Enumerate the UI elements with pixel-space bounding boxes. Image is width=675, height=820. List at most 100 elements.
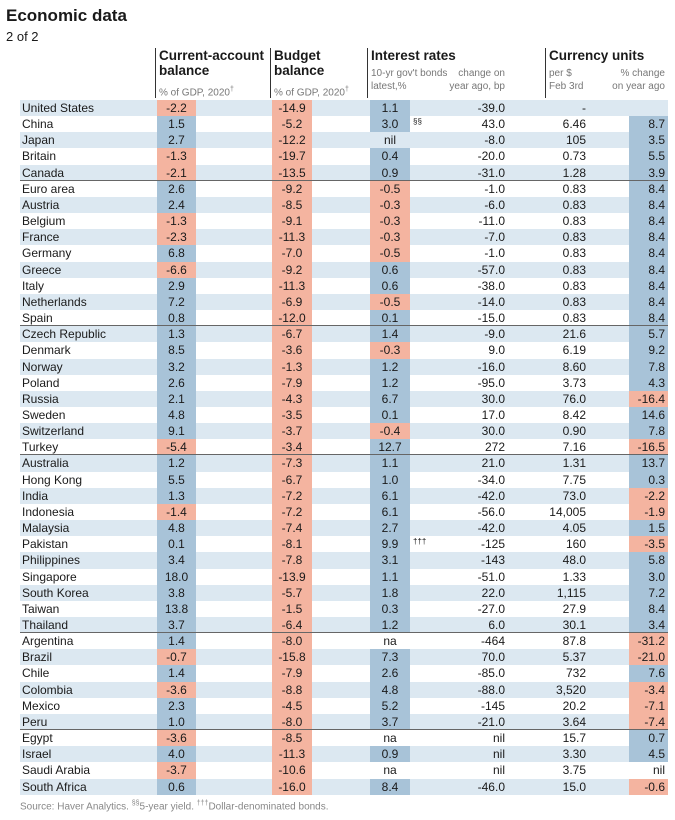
currency-change-cell: 5.5: [629, 148, 668, 165]
currency-per-dollar-cell: 0.83: [562, 294, 586, 309]
subheader-text: Feb 3rd: [549, 81, 584, 92]
currency-per-dollar-cell: 30.1: [562, 618, 586, 632]
interest-change-cell: 22.0: [481, 585, 505, 600]
budget-cell: -8.5: [272, 196, 312, 214]
interest-change-cell: -42.0: [477, 521, 505, 536]
interest-latest-cell: -0.3: [370, 196, 410, 214]
table-row: Hong Kong 5.5 -6.7 1.0 -34.0 7.75 0.3: [20, 471, 668, 488]
country-cell: Germany: [22, 246, 72, 261]
current-account-cell: 2.4: [157, 196, 196, 214]
interest-change-cell: -57.0: [477, 262, 505, 277]
budget-cell: -12.0: [272, 310, 312, 326]
currency-change-cell: 0.3: [629, 471, 668, 488]
currency-per-dollar-cell: 20.2: [562, 698, 586, 713]
country-cell: Sweden: [22, 407, 66, 422]
interest-change-cell: nil: [492, 731, 505, 746]
interest-change-cell: nil: [492, 747, 505, 762]
currency-change-cell: 0.7: [629, 730, 668, 747]
current-account-cell: 0.8: [157, 310, 196, 326]
currency-change-cell: 3.5: [629, 132, 668, 149]
country-cell: Russia: [22, 391, 59, 406]
subheader-text: % change: [620, 68, 665, 79]
country-cell: Argentina: [22, 634, 74, 649]
budget-cell: -11.3: [272, 277, 312, 294]
current-account-cell: 7.2: [157, 293, 196, 311]
currency-change-cell: 8.4: [629, 293, 668, 311]
country-cell: Canada: [22, 165, 65, 180]
current-account-cell: -3.6: [157, 681, 196, 698]
budget-cell: -5.7: [272, 584, 312, 601]
interest-change-cell: -20.0: [477, 149, 505, 164]
currency-per-dollar-cell: 0.73: [562, 149, 586, 164]
interest-change-cell: -125: [480, 537, 505, 552]
table-row: Australia 1.2 -7.3 1.1 21.0 1.31 13.7: [20, 455, 668, 472]
current-account-cell: -1.3: [157, 213, 196, 230]
table-row: Argentina 1.4 -8.0 na -464 87.8 -31.2: [20, 633, 668, 650]
column-divider: [545, 48, 546, 98]
current-account-header: Current-account balance: [159, 48, 264, 78]
interest-change-cell: -143: [480, 553, 505, 568]
budget-cell: -4.3: [272, 390, 312, 407]
country-cell: Philippines: [22, 553, 81, 568]
currency-change-cell: 13.7: [629, 455, 668, 472]
interest-change-cell: -9.0: [484, 327, 505, 342]
interest-change-cell: -34.0: [477, 472, 505, 487]
table-row: United States -2.2 -14.9 1.1 -39.0 -: [20, 100, 668, 117]
budget-cell: -7.9: [272, 665, 312, 682]
current-account-cell: 6.8: [157, 245, 196, 262]
currency-change-cell: 14.6: [629, 406, 668, 424]
interest-change-cell: -11.0: [478, 214, 505, 229]
current-account-cell: 3.7: [157, 617, 196, 633]
interest-latest-cell: 1.2: [370, 617, 410, 633]
currency-change-cell: 4.5: [629, 746, 668, 763]
country-cell: China: [22, 117, 54, 132]
source-text: Source: Haver Analytics.: [20, 801, 132, 813]
currency-per-dollar-cell: 0.83: [562, 262, 586, 277]
currency-change-cell: -2.2: [629, 487, 668, 504]
budget-cell: -13.9: [272, 568, 312, 585]
budget-header: Budget balance: [274, 48, 324, 78]
footnote-mark: †††: [196, 800, 209, 807]
currency-per-dollar-cell: 76.0: [562, 391, 586, 406]
currency-per-dollar-cell: 3.75: [562, 763, 586, 778]
interest-change-cell: -15.0: [477, 311, 505, 326]
country-cell: Malaysia: [22, 521, 70, 536]
interest-change-cell: -27.0: [477, 601, 505, 616]
currency-change-cell: -1.9: [629, 503, 668, 521]
currency-per-dollar-cell: 15.0: [562, 779, 586, 794]
interest-latest-cell: 7.3: [370, 649, 410, 666]
table-row: France -2.3 -11.3 -0.3 -7.0 0.83 8.4: [20, 229, 668, 246]
country-cell: France: [22, 230, 60, 245]
interest-change-cell: 272: [484, 440, 505, 455]
budget-cell: -3.7: [272, 423, 312, 440]
currency-per-dollar-cell: 3,520: [555, 682, 586, 697]
currency-change-cell: 7.2: [629, 584, 668, 601]
interest-latest-cell: 3.0: [370, 116, 410, 133]
current-account-cell: 4.0: [157, 746, 196, 763]
budget-cell: -7.2: [272, 487, 312, 504]
currency-change-cell: -31.2: [629, 633, 668, 650]
country-cell: Norway: [22, 359, 63, 374]
interest-latest-cell: -0.3: [370, 213, 410, 230]
budget-cell: -7.9: [272, 374, 312, 391]
currency-change-cell: 8.7: [629, 116, 668, 133]
current-account-cell: 3.8: [157, 584, 196, 601]
currency-change-cell: 8.4: [629, 310, 668, 326]
country-cell: Hong Kong: [22, 472, 83, 487]
country-cell: South Korea: [22, 585, 89, 600]
currency-change-cell: 8.4: [629, 213, 668, 230]
country-cell: Brazil: [22, 650, 53, 665]
interest-latest-cell: 6.1: [370, 503, 410, 521]
interest-latest-cell: -0.3: [370, 342, 410, 359]
interest-latest-cell: 12.7: [370, 439, 410, 455]
interest-change-cell: 17.0: [481, 407, 505, 422]
footnote-mark: †: [344, 86, 349, 93]
currency-per-dollar-cell: 0.83: [562, 311, 586, 326]
budget-cell: -7.4: [272, 520, 312, 537]
table-row: Egypt -3.6 -8.5 na nil 15.7 0.7: [20, 730, 668, 747]
table-row: Taiwan 13.8 -1.5 0.3 -27.0 27.9 8.4: [20, 600, 668, 617]
subheader-text: % of GDP, 2020: [274, 87, 345, 99]
current-account-cell: -2.2: [157, 100, 196, 117]
interest-change-cell: 43.0: [481, 117, 505, 132]
current-account-cell: -2.3: [157, 229, 196, 246]
